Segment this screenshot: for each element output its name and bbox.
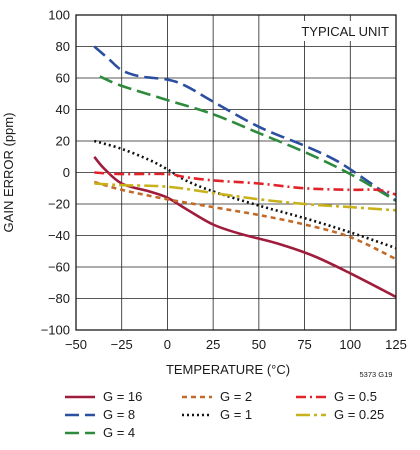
y-tick-label: 0 (63, 165, 70, 180)
x-tick-labels: −50 −25 0 25 50 75 100 125 (65, 337, 407, 352)
y-tick-label: 60 (56, 71, 70, 86)
x-tick-label: −25 (111, 337, 133, 352)
annotation-typical-unit: TYPICAL UNIT (301, 24, 389, 39)
x-tick-label: 25 (206, 337, 220, 352)
y-tick-label: 100 (48, 8, 70, 23)
x-tick-label: 0 (164, 337, 171, 352)
legend-label: G = 0.5 (334, 389, 377, 404)
grid (76, 15, 396, 330)
y-tick-label: −80 (48, 291, 70, 306)
legend-label: G = 8 (103, 407, 135, 422)
series-line-g-0-25 (94, 182, 397, 212)
x-tick-label: 75 (297, 337, 311, 352)
y-tick-label: 40 (56, 102, 70, 117)
series-line-g-8 (93, 45, 397, 202)
y-tick-label: 20 (56, 134, 70, 149)
series-line-g-2 (93, 180, 397, 261)
y-tick-label: −100 (41, 323, 70, 338)
series-line-g-0-5 (94, 171, 397, 196)
legend: G = 16 G = 8 G = 4 G = 2 G = 1 G = 0.5 G = 0.2… (65, 389, 384, 440)
series-line-g-4 (99, 75, 397, 202)
legend-label: G = 0.25 (334, 407, 384, 422)
y-axis-label: GAIN ERROR (ppm) (1, 113, 16, 233)
legend-label: G = 2 (220, 389, 252, 404)
x-tick-label: 125 (385, 337, 407, 352)
figure-id: 5373 G19 (360, 370, 393, 379)
legend-label: G = 4 (103, 425, 135, 440)
y-tick-label: 80 (56, 39, 70, 54)
legend-label: G = 16 (103, 389, 142, 404)
y-tick-labels: −100 −80 −60 −40 −20 0 20 40 60 80 100 (41, 8, 70, 338)
x-tick-label: 100 (339, 337, 361, 352)
series-lines (93, 45, 397, 299)
plot-frame (75, 14, 397, 331)
y-tick-label: −60 (48, 260, 70, 275)
x-tick-label: −50 (65, 337, 87, 352)
x-axis-label: TEMPERATURE (°C) (166, 362, 290, 377)
x-tick-label: 50 (252, 337, 266, 352)
y-tick-label: −40 (48, 228, 70, 243)
annotation-background (284, 21, 392, 41)
series-line-g-16 (93, 155, 397, 299)
legend-label: G = 1 (220, 407, 252, 422)
y-tick-label: −20 (48, 197, 70, 212)
